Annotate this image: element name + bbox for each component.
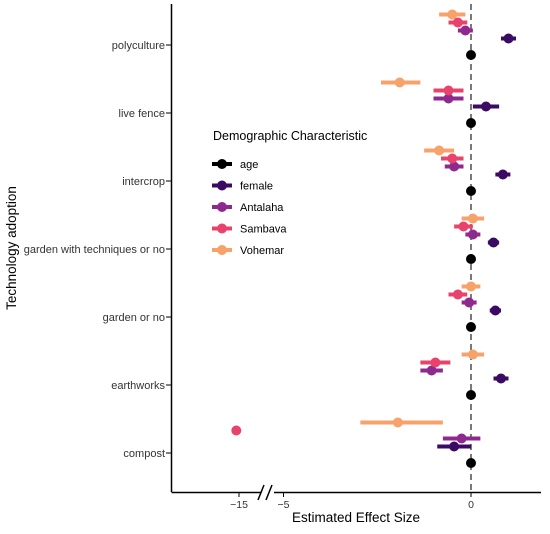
legend-swatch-point bbox=[217, 159, 227, 169]
y-tick-label: intercrop bbox=[122, 176, 165, 188]
series-antalaha bbox=[420, 25, 481, 444]
y-tick-label: polyculture bbox=[112, 40, 165, 52]
legend-title: Demographic Characteristic bbox=[213, 129, 367, 143]
legend-label: Sambava bbox=[240, 224, 287, 236]
legend-items: age female Antalaha Sambava Vohemar bbox=[212, 159, 287, 257]
y-tick-label: garden with techniques or no bbox=[24, 244, 165, 256]
y-axis-label: Technology adoption bbox=[4, 186, 19, 310]
x-tick-label: 0 bbox=[468, 499, 474, 511]
data-point bbox=[458, 221, 469, 232]
series-vohemar bbox=[360, 9, 485, 428]
data-point bbox=[466, 322, 476, 332]
axis-break-marker bbox=[257, 484, 273, 501]
data-point bbox=[426, 365, 437, 376]
y-tick-label: compost bbox=[123, 448, 165, 460]
data-point bbox=[452, 17, 463, 28]
y-tick-layer: polyculture live fence intercrop garden wit… bbox=[24, 40, 171, 460]
x-tick-label: −15 bbox=[230, 499, 248, 511]
data-point bbox=[467, 349, 478, 360]
data-point bbox=[456, 433, 467, 444]
legend-label: female bbox=[240, 181, 273, 193]
data-point bbox=[467, 229, 478, 240]
data-point bbox=[488, 237, 499, 248]
data-point bbox=[449, 161, 460, 172]
data-point bbox=[231, 425, 242, 436]
data-point bbox=[497, 169, 508, 180]
legend: Demographic Characteristic age female Anta… bbox=[212, 129, 367, 257]
legend-item: age bbox=[212, 159, 258, 171]
x-tick-label: −5 bbox=[278, 499, 290, 511]
legend-item: Vohemar bbox=[212, 245, 284, 257]
legend-label: Antalaha bbox=[240, 202, 284, 214]
data-point bbox=[464, 297, 475, 308]
y-tick-label: earthworks bbox=[111, 380, 165, 392]
data-point bbox=[394, 77, 405, 88]
data-point bbox=[466, 390, 476, 400]
x-axis-label: Estimated Effect Size bbox=[292, 510, 420, 525]
data-point bbox=[447, 153, 458, 164]
data-point bbox=[496, 373, 506, 384]
data-point bbox=[466, 118, 476, 128]
data-point bbox=[503, 33, 514, 44]
data-point bbox=[466, 281, 476, 292]
data-layer bbox=[231, 4, 516, 492]
data-point bbox=[466, 254, 476, 264]
y-tick-label: garden or no bbox=[103, 312, 165, 324]
legend-item: Sambava bbox=[212, 223, 287, 236]
data-point bbox=[466, 458, 476, 468]
x-tick-layer: −15 −5 0 bbox=[230, 492, 474, 511]
legend-item: Antalaha bbox=[212, 202, 284, 214]
series-sambava bbox=[231, 17, 473, 436]
data-point bbox=[392, 417, 403, 428]
data-point bbox=[490, 305, 501, 316]
data-point bbox=[467, 213, 478, 224]
y-tick-label: live fence bbox=[119, 108, 165, 120]
legend-swatch-point bbox=[217, 180, 227, 191]
data-point bbox=[443, 85, 454, 96]
data-point bbox=[443, 93, 454, 104]
legend-item: female bbox=[212, 180, 273, 193]
legend-label: Vohemar bbox=[240, 245, 284, 257]
legend-swatch-point bbox=[217, 223, 227, 234]
legend-label: age bbox=[240, 159, 258, 171]
series-age bbox=[466, 50, 476, 468]
data-point bbox=[466, 186, 476, 196]
legend-swatch-point bbox=[217, 245, 227, 255]
data-point bbox=[434, 145, 445, 156]
legend-swatch-point bbox=[217, 202, 227, 212]
data-point bbox=[481, 101, 491, 112]
data-point bbox=[449, 441, 460, 452]
series-female bbox=[437, 33, 516, 452]
data-point bbox=[452, 289, 463, 300]
data-point bbox=[430, 357, 441, 368]
data-point bbox=[466, 50, 476, 60]
data-point bbox=[447, 9, 458, 20]
data-point bbox=[460, 25, 471, 36]
